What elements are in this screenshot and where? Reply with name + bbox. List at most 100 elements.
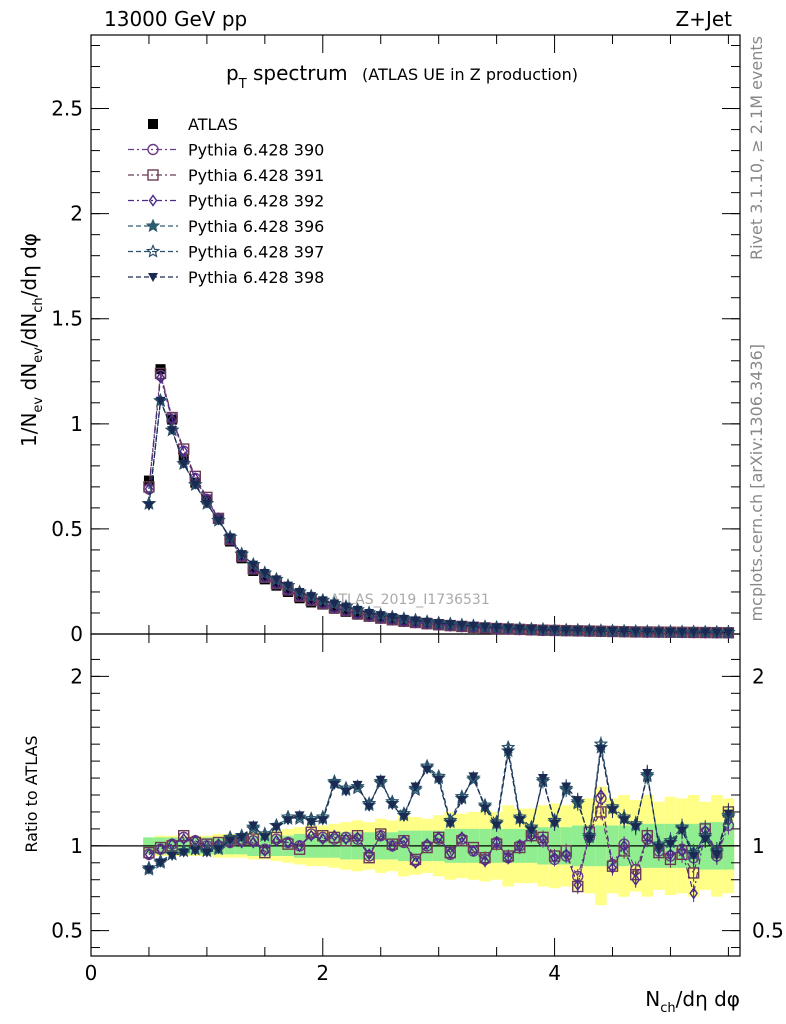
ratio-point: [467, 841, 480, 854]
ratio-point: [677, 826, 688, 836]
ratio-point: [248, 836, 258, 849]
ratio-point: [572, 796, 583, 806]
main-point: [306, 592, 317, 602]
main-point: [723, 628, 734, 638]
plot-title-note: (ATLAS UE in Z production): [362, 65, 578, 84]
main-point: [283, 581, 294, 591]
ratio-point: [410, 782, 421, 792]
ratio-point: [608, 861, 617, 875]
ratio-point: [295, 839, 304, 853]
side-label-top: Rivet 3.1.10, ≥ 2.1M events: [747, 36, 766, 260]
ratio-point: [340, 835, 352, 847]
main-point: [375, 611, 386, 621]
main-point: [143, 501, 154, 511]
ratio-point: [561, 782, 572, 792]
legend: ATLAS Pythia 6.428 390 Pythia 6.428 391 Pyt…: [128, 115, 324, 287]
main-point: [167, 426, 178, 436]
ratio-point: [306, 829, 316, 842]
main-point: [711, 628, 722, 638]
main-series: [141, 364, 736, 639]
ratio-point: [306, 818, 317, 828]
main-point: [283, 586, 294, 597]
main-point: [677, 628, 688, 638]
legend-label: Pythia 6.428 397: [188, 243, 324, 262]
main-point: [294, 587, 305, 597]
ratio-point: [457, 831, 467, 844]
ratio-point: [561, 848, 571, 861]
ratio-point: [305, 826, 317, 838]
ratio-point: [700, 835, 711, 845]
ratio-point: [503, 851, 513, 864]
ratio-point: [375, 828, 387, 840]
ratio-point: [456, 835, 468, 847]
ratio-point: [373, 775, 388, 790]
main-point: [537, 625, 548, 635]
ratio-point: [353, 831, 362, 844]
main-point: [480, 622, 491, 632]
ratio-point: [538, 832, 548, 846]
main-point: [665, 627, 676, 637]
ratio-point: [213, 845, 224, 855]
ratio-point: [283, 816, 294, 826]
ratio-point: [607, 806, 618, 816]
ratio-point: [480, 804, 491, 814]
ratio-point: [527, 829, 536, 842]
ratio-point: [225, 836, 236, 846]
legend-label: Pythia 6.428 390: [188, 141, 324, 160]
main-point: [225, 533, 236, 543]
ratio-point: [376, 829, 386, 842]
ratio-point: [584, 835, 595, 845]
ratio-point: [619, 839, 629, 853]
ratio-point: [573, 878, 583, 892]
ratio-point: [352, 780, 363, 790]
main-ytick-label: 1: [70, 412, 83, 436]
main-point: [572, 626, 583, 636]
main-point: [329, 603, 340, 614]
legend-marker: [147, 143, 159, 156]
ratio-point: [364, 802, 375, 812]
main-point: [271, 575, 282, 585]
main-point: [642, 627, 653, 637]
main-point: [653, 627, 664, 637]
ratio-point: [248, 821, 259, 831]
ratio-ylabel: Ratio to ATLAS: [22, 735, 41, 852]
ratio-point: [515, 839, 525, 853]
main-point: [445, 620, 456, 630]
ratio-point: [468, 772, 479, 782]
main-point: [700, 628, 711, 638]
ratio-point: [260, 844, 270, 858]
ratio-point: [466, 772, 481, 786]
ratio-point: [723, 809, 734, 819]
main-point: [526, 625, 537, 635]
main-point: [398, 614, 409, 624]
legend-label: Pythia 6.428 391: [188, 166, 324, 185]
ratio-point: [398, 813, 409, 823]
ratio-point: [642, 831, 652, 844]
ratio-ytick-label: 0.5: [51, 919, 83, 943]
main-point: [190, 480, 201, 490]
main-point: [248, 560, 259, 570]
ratio-ytick-label-right: 2: [752, 664, 765, 688]
main-point: [248, 565, 259, 576]
axes: 00.511.522.50.5 0.51 12 20 2 4: [51, 35, 784, 985]
ratio-point: [711, 850, 722, 860]
main-point: [561, 626, 572, 636]
main-point: [491, 623, 502, 633]
main-point: [549, 626, 560, 636]
ratio-point: [143, 865, 154, 875]
main-point: [630, 627, 641, 637]
ratio-point: [422, 765, 433, 775]
ratio-point: [272, 834, 281, 847]
ratio-point: [549, 819, 560, 829]
main-point: [340, 602, 351, 612]
main-point: [468, 622, 479, 632]
ratio-point: [688, 852, 699, 862]
ratio-point: [293, 843, 306, 855]
main-point: [364, 608, 375, 618]
legend-marker: [145, 218, 161, 233]
main-point: [156, 371, 165, 384]
main-point: [607, 627, 618, 637]
ratio-point: [387, 801, 398, 811]
ratio-point: [422, 837, 432, 851]
main-point: [514, 624, 525, 634]
